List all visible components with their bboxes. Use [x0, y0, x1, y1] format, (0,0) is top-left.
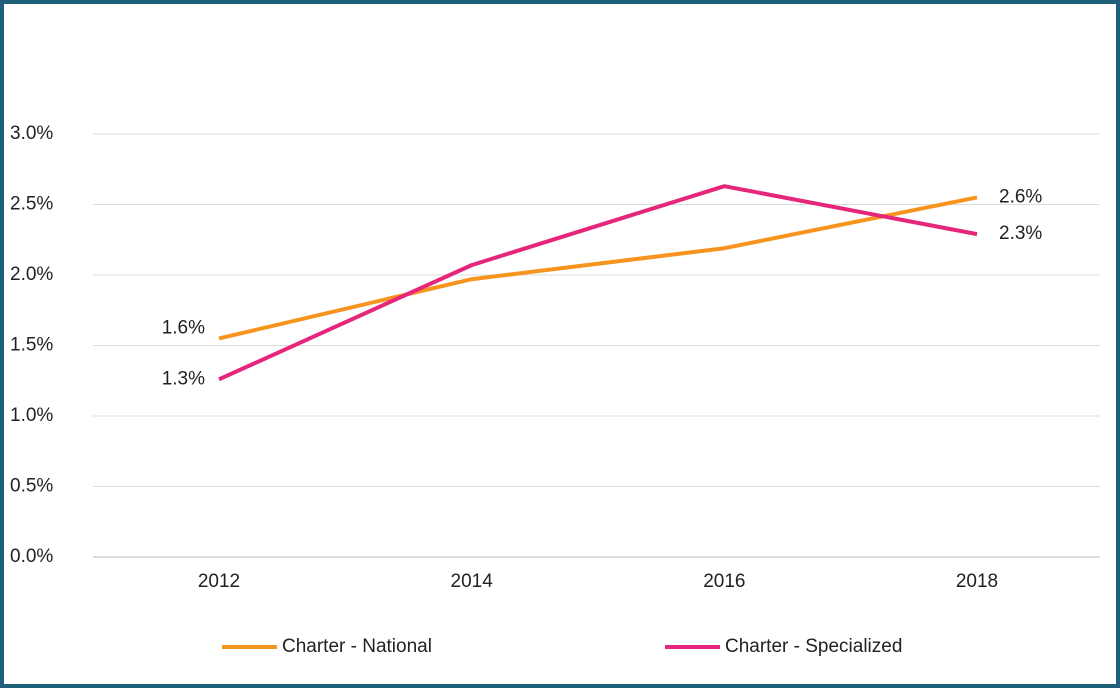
data-label: 1.6%	[162, 317, 205, 338]
data-label: 2.3%	[999, 223, 1042, 244]
series-line	[218, 195, 978, 341]
y-tick-label: 1.0%	[10, 405, 53, 426]
x-tick-label: 2018	[956, 571, 998, 592]
y-tick-label: 0.0%	[10, 546, 53, 567]
data-label: 1.3%	[162, 368, 205, 389]
x-tick-label: 2012	[198, 571, 240, 592]
y-tick-label: 2.5%	[10, 194, 53, 215]
x-tick-label: 2014	[451, 571, 494, 592]
series-line	[218, 184, 978, 382]
x-tick-label: 2016	[703, 571, 745, 592]
data-label: 2.6%	[999, 186, 1042, 207]
legend-label: Charter - National	[282, 636, 432, 657]
y-tick-label: 0.5%	[10, 476, 53, 497]
y-tick-label: 1.5%	[10, 335, 53, 356]
legend-label: Charter - Specialized	[725, 636, 902, 657]
y-tick-label: 3.0%	[10, 123, 53, 144]
y-tick-label: 2.0%	[10, 264, 53, 285]
